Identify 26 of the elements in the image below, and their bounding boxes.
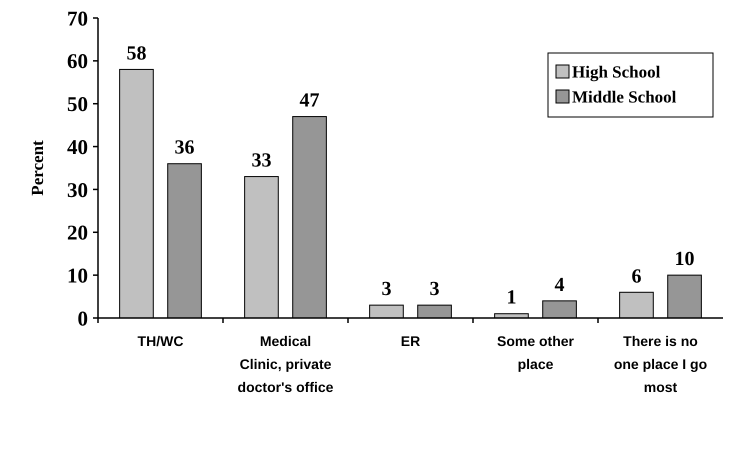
y-tick-label: 60 — [67, 49, 88, 74]
x-tick-label: There is no one place I go most — [614, 333, 708, 395]
data-label: 6 — [631, 265, 642, 288]
data-label: 3 — [381, 278, 392, 300]
data-label: 1 — [506, 286, 516, 309]
x-tick-label: Medical Clinic, private doctor's office — [238, 333, 334, 395]
x-tick-label: ER — [400, 333, 420, 349]
y-tick-label: 0 — [78, 306, 88, 330]
y-tick-label: 10 — [67, 263, 88, 288]
data-label: 10 — [674, 248, 695, 270]
y-tick-label: 50 — [67, 92, 88, 116]
x-tick-label: TH/WC — [138, 333, 184, 349]
y-axis-title: Percent — [28, 140, 47, 196]
y-tick-label: 20 — [67, 220, 88, 245]
legend-label: Middle School — [572, 87, 677, 106]
legend-label: High School — [572, 62, 661, 82]
x-tick-label: Some other place — [496, 333, 575, 372]
y-tick-label: 40 — [67, 134, 88, 159]
data-label: 58 — [126, 42, 146, 64]
data-label: 47 — [300, 90, 320, 112]
y-tick-label: 30 — [67, 178, 88, 202]
data-label: 3 — [430, 278, 440, 300]
y-tick-label: 70 — [67, 6, 88, 30]
data-label: 36 — [174, 136, 195, 159]
data-label: 33 — [251, 150, 272, 172]
data-label: 4 — [554, 274, 565, 296]
